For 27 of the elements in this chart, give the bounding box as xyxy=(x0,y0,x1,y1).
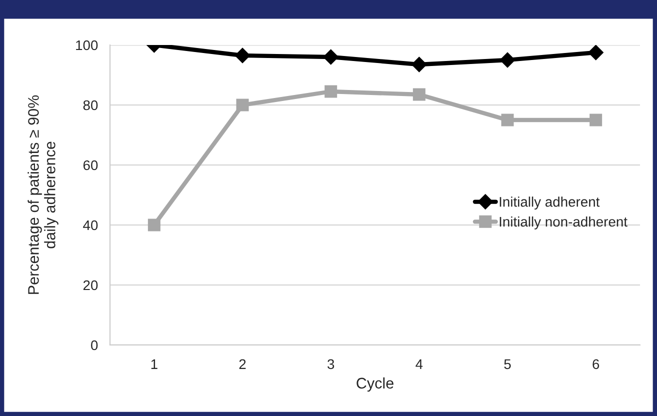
x-tick-label: 3 xyxy=(328,359,334,370)
point xyxy=(588,45,604,60)
legend-label: Initially adherent xyxy=(500,196,600,210)
point xyxy=(590,114,602,126)
x-tick-label: 2 xyxy=(239,359,246,369)
point xyxy=(323,49,338,65)
y-tick-label: 0 xyxy=(91,340,98,350)
x-tick-label: 6 xyxy=(592,359,600,370)
point xyxy=(324,85,338,98)
point xyxy=(148,218,160,232)
x-tick-label: 4 xyxy=(416,359,423,369)
y-tick-label: 80 xyxy=(83,100,98,110)
x-tick-label: 1 xyxy=(151,359,158,369)
point xyxy=(412,88,426,101)
point xyxy=(236,98,249,112)
legend-label: Initially non-adherent xyxy=(500,216,628,230)
point xyxy=(501,114,514,126)
y-tick-label: 20 xyxy=(83,280,98,290)
y-axis-title: Percentage of patients ≥ 90% daily adherence xyxy=(28,95,58,294)
y-tick-label: 100 xyxy=(76,40,98,50)
y-tick-label: 60 xyxy=(83,160,98,170)
x-tick-label: 5 xyxy=(504,359,511,370)
point xyxy=(234,48,250,64)
point xyxy=(412,56,427,72)
x-axis-title: Cycle xyxy=(356,377,394,392)
y-tick-label: 40 xyxy=(83,220,98,230)
point xyxy=(500,52,516,68)
